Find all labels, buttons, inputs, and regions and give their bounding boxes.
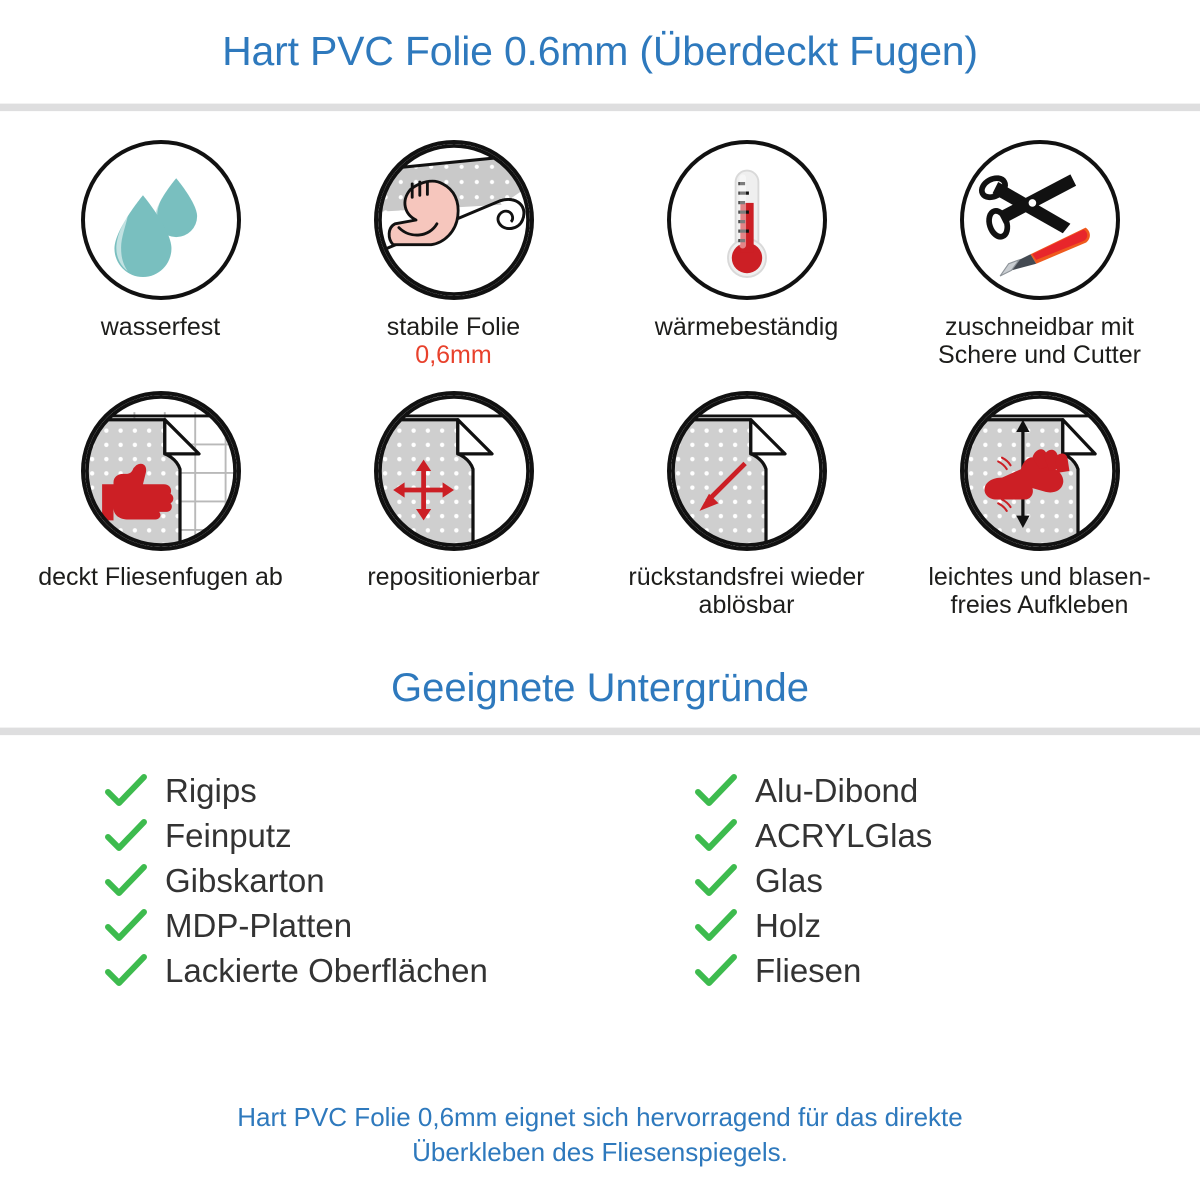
list-item: Alu-Dibond [695,768,1200,813]
list-item-label: Rigips [165,771,257,809]
flexed-arm-film-icon [373,140,534,300]
checkmark-icon [695,953,737,986]
feature-label: rückstandsfrei wieder ablösbar [628,563,865,619]
checkmark-icon [105,818,147,851]
feature-label: zuschneidbar mit Schere und Cutter [938,313,1141,369]
surface-list-left: Rigips Feinputz Gibskarton MDP-Platten L… [0,768,600,993]
suitable-surfaces-lists: Rigips Feinputz Gibskarton MDP-Platten L… [0,736,1200,993]
list-item: Lackierte Oberflächen [105,948,600,993]
page-title: Hart PVC Folie 0.6mm (Überdeckt Fugen) [222,28,978,74]
subheading-section: Geeignete Untergründe [0,649,1200,727]
feature-row-2: deckt Fliesenfugen ab [14,391,1186,619]
feature-label: deckt Fliesenfugen ab [38,563,283,591]
feature-repositionierbar: repositionierbar [307,391,600,619]
feature-label: leichtes und blasen- freies Aufkleben [928,563,1151,619]
feature-caption: leichtes und blasen- freies Aufkleben [905,563,1175,619]
checkmark-icon [105,773,147,806]
list-item-label: Fliesen [755,951,862,989]
checkmark-icon [695,818,737,851]
feature-stabile-folie: stabile Folie 0,6mm [307,140,600,369]
feature-caption: rückstandsfrei wieder ablösbar [612,563,882,619]
feature-wasserfest: wasserfest [14,140,307,369]
feature-caption: wasserfest [101,313,220,341]
checkmark-icon [105,908,147,941]
feature-label: stabile Folie [386,313,521,341]
list-item-label: Glas [755,861,823,899]
feature-rueckstandsfrei: rückstandsfrei wieder ablösbar [600,391,893,619]
feature-label: wärmebeständig [654,313,839,341]
feature-deckt-fliesenfugen: deckt Fliesenfugen ab [14,391,307,619]
list-item: ACRYLGlas [695,813,1200,858]
peel-arrow-film-icon [666,391,827,551]
feature-thickness: 0,6mm [415,341,492,369]
header-divider [0,103,1200,112]
list-item: Gibskarton [105,858,600,903]
checkmark-icon [695,773,737,806]
list-item: Fliesen [695,948,1200,993]
feature-caption: repositionierbar [367,563,539,591]
feature-label: repositionierbar [367,563,540,591]
checkmark-icon [695,908,737,941]
footer-line-1: Hart PVC Folie 0,6mm eignet sich hervorr… [237,1102,963,1132]
footer-line-2: Überkleben des Fliesenspiegels. [412,1136,788,1167]
list-item: Glas [695,858,1200,903]
checkmark-icon [695,863,737,896]
thermometer-icon [666,140,827,300]
checkmark-icon [105,953,147,986]
feature-grid: wasserfest [0,112,1200,619]
water-drops-icon [80,140,241,300]
list-item: Rigips [105,768,600,813]
feature-label: wasserfest [100,313,221,341]
feature-row-1: wasserfest [14,140,1186,369]
list-item: MDP-Platten [105,903,600,948]
checkmark-icon [105,863,147,896]
list-item: Feinputz [105,813,600,858]
list-item-label: Feinputz [165,816,292,854]
list-item-label: Holz [755,906,822,944]
smoothing-hand-film-icon [959,391,1120,551]
surface-list-right: Alu-Dibond ACRYLGlas Glas Holz Fliesen [600,768,1200,993]
feature-caption: deckt Fliesenfugen ab [38,563,283,591]
page-header: Hart PVC Folie 0.6mm (Überdeckt Fugen) [0,0,1200,103]
feature-caption: zuschneidbar mit Schere und Cutter [905,313,1175,369]
subheading-divider [0,727,1200,736]
scissors-cutter-icon [959,140,1120,300]
move-arrows-film-icon [373,391,534,551]
subheading-title: Geeignete Untergründe [390,665,810,710]
feature-zuschneidbar: zuschneidbar mit Schere und Cutter [893,140,1186,369]
footer-note: Hart PVC Folie 0,6mm eignet sich hervorr… [0,1100,1200,1169]
list-item: Holz [695,903,1200,948]
feature-caption: wärmebeständig [655,313,838,341]
thumbs-up-tile-film-icon [80,391,241,551]
list-item-label: Gibskarton [165,861,325,899]
list-item-label: MDP-Platten [165,906,353,944]
list-item-label: ACRYLGlas [755,816,933,854]
list-item-label: Alu-Dibond [755,771,919,809]
list-item-label: Lackierte Oberflächen [165,951,488,989]
feature-caption: stabile Folie 0,6mm [387,313,520,369]
feature-waermebestaendig: wärmebeständig [600,140,893,369]
feature-blasenfreies-aufkleben: leichtes und blasen- freies Aufkleben [893,391,1186,619]
